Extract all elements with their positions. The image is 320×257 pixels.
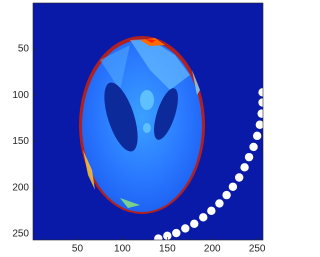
x-tick-label: 150 — [159, 244, 176, 255]
scatter-point — [252, 131, 262, 141]
scatter-point — [215, 199, 224, 208]
scatter-point — [257, 109, 263, 118]
scatter-point — [228, 182, 238, 191]
scatter-point — [240, 163, 249, 172]
dark-region — [104, 82, 138, 152]
bright-region — [140, 90, 154, 110]
hot-spot — [145, 39, 156, 43]
image — [33, 3, 263, 240]
scatter-point — [181, 224, 190, 233]
artifact — [130, 39, 190, 90]
artifact — [100, 45, 130, 90]
scatter-point — [207, 206, 216, 216]
y-tick-label: 200 — [12, 182, 29, 193]
chart: 50 100 150 200 250 50 100 150 200 250 — [12, 2, 266, 255]
scatter-point — [163, 231, 172, 240]
hot-spot — [120, 198, 140, 208]
x-tick-label: 50 — [72, 244, 84, 255]
bright-region — [143, 123, 151, 133]
scatter-point — [258, 88, 263, 97]
y-tick-label: 250 — [12, 229, 29, 240]
scatter-point — [154, 234, 163, 240]
hot-spot — [192, 70, 200, 95]
scatter-layer — [154, 88, 263, 240]
hot-spot — [83, 150, 95, 190]
phantom-body — [82, 40, 202, 212]
x-tick-label: 250 — [249, 244, 266, 255]
y-tick-label: 50 — [18, 43, 30, 54]
scatter-point — [222, 190, 231, 200]
scatter-point — [244, 152, 254, 162]
scatter-point — [249, 142, 258, 152]
scatter-point — [190, 219, 199, 228]
x-tick-label: 100 — [114, 244, 131, 255]
x-tick-label: 200 — [204, 244, 221, 255]
y-tick-label: 150 — [12, 136, 29, 147]
scatter-point — [234, 173, 244, 182]
scatter-point — [199, 213, 208, 222]
dark-region — [154, 88, 178, 140]
scatter-point — [258, 98, 263, 107]
plot-frame — [32, 2, 264, 241]
scatter-point — [172, 228, 181, 238]
scatter-point — [255, 120, 263, 129]
y-tick-label: 100 — [12, 90, 29, 101]
